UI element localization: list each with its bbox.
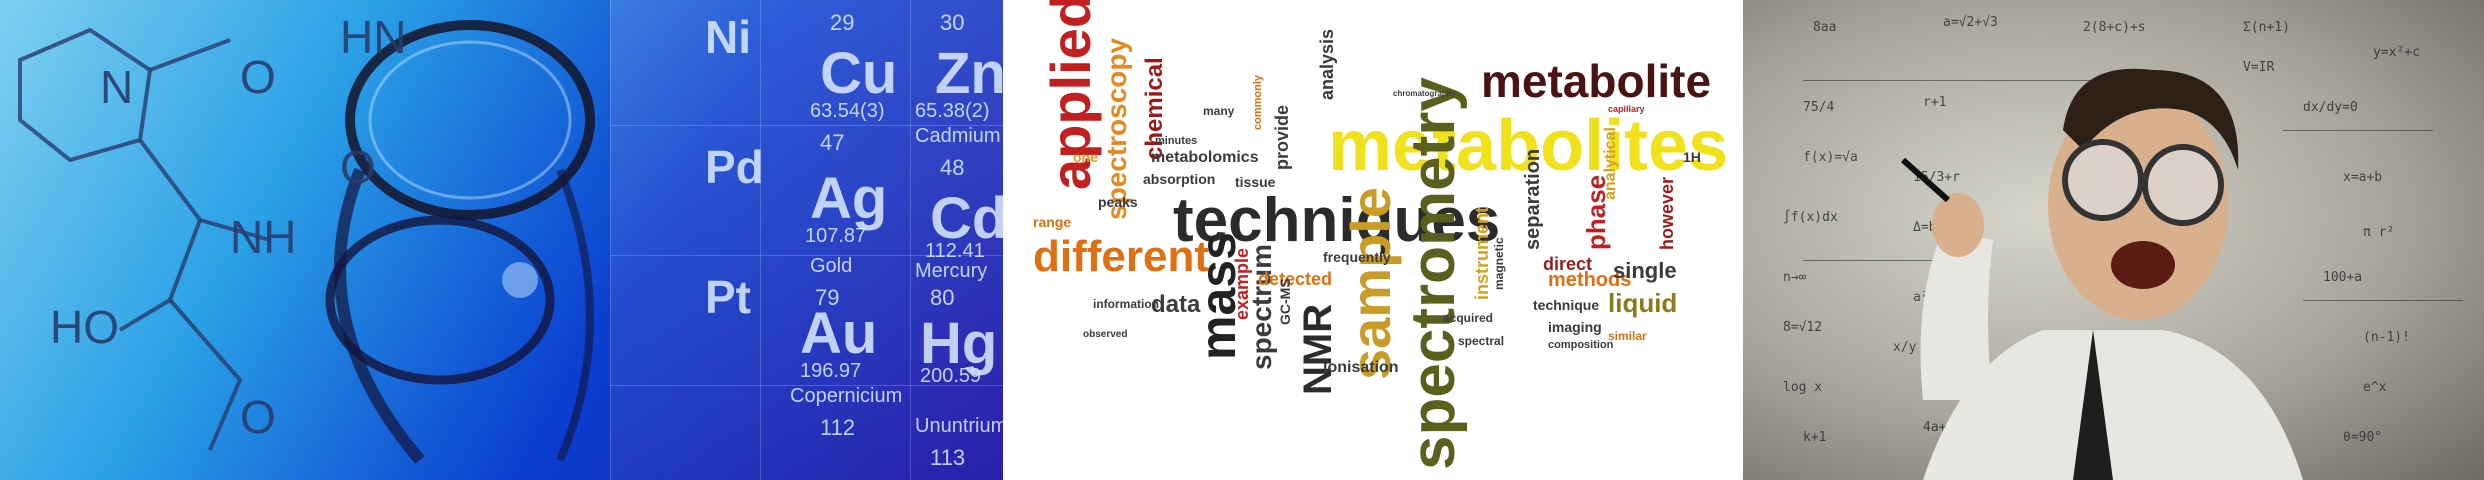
word: different — [1033, 232, 1209, 281]
equation: π r² — [2363, 225, 2395, 240]
equation: dx/dy=0 — [2303, 100, 2358, 115]
equation: V=IR — [2243, 60, 2275, 75]
element-tile-cd: Cadmium 48 Cd 112.41 — [915, 125, 1003, 262]
word: metabolite — [1481, 55, 1712, 107]
word: frequently — [1323, 249, 1391, 265]
word: provide — [1272, 104, 1292, 170]
word: example — [1232, 247, 1252, 320]
equation: r+1 — [1923, 95, 1947, 110]
word: instrument — [1472, 206, 1492, 300]
word: ionisation — [1323, 359, 1399, 376]
word: absorption — [1143, 171, 1216, 187]
word: range — [1033, 214, 1072, 230]
molecule-label: O — [240, 51, 276, 103]
scientist-panel: 8aa a=√2+√3 2(8+c)+s Σ(n+1) y=x²+c 75/4 … — [1743, 0, 2484, 480]
molecule-label: HO — [50, 301, 119, 353]
element-tile-au: Gold 79 Au 196.97 — [800, 255, 878, 382]
word: techniques — [1173, 186, 1501, 255]
lab-glassware-illustration — [18, 20, 595, 464]
scientist-figure — [1901, 68, 2303, 480]
word: technique — [1533, 297, 1600, 313]
word: single — [1613, 258, 1677, 283]
equation: n→∞ — [1783, 270, 1807, 285]
element-tile-ag: 47 Ag 107.87 — [805, 130, 888, 247]
element-label: Pt — [705, 271, 751, 323]
word: spectroscopy — [1101, 37, 1132, 220]
word: similar — [1608, 329, 1647, 343]
equation: 8aa — [1813, 20, 1837, 35]
word: separation — [1522, 148, 1544, 250]
equation: f(x)=√a — [1803, 150, 1858, 165]
word: imaging — [1548, 319, 1602, 335]
word: magnetic — [1492, 237, 1506, 290]
molecule-label: NH — [230, 211, 297, 263]
word-cloud-panel: metabolites techniques spectrometry samp… — [1003, 0, 1743, 480]
word: capillary — [1608, 104, 1645, 114]
molecule-label: HN — [340, 11, 407, 63]
molecule-label: N — [100, 61, 134, 113]
word: direct — [1543, 254, 1593, 274]
word: minutes — [1155, 135, 1198, 147]
molecule-label: O — [340, 141, 376, 193]
chemistry-panel: N O HN O NH HO O 29 Cu 63.54(3) 30 Zn 65… — [0, 0, 1003, 480]
word: one — [1073, 149, 1098, 165]
equation: e^x — [2363, 380, 2387, 395]
word: acquired — [1443, 311, 1494, 325]
word: NMR — [1296, 303, 1340, 395]
equation: 2(8+c)+s — [2083, 20, 2146, 35]
word: data — [1151, 291, 1201, 318]
word: GC-MS — [1277, 278, 1293, 325]
word: metabolites — [1328, 106, 1729, 186]
equation: y=x²+c — [2373, 45, 2420, 60]
molecule-label: O — [240, 391, 276, 443]
equation: (n-1)! — [2363, 330, 2410, 345]
element-tile-hg: Mercury 80 Hg 200.59 — [915, 260, 998, 387]
equation: ∫f(x)dx — [1783, 210, 1838, 225]
word: sample — [1339, 187, 1402, 380]
word: metabolomics — [1151, 149, 1259, 166]
word: information — [1093, 297, 1159, 311]
equation: k+1 — [1803, 430, 1827, 445]
word: liquid — [1608, 288, 1678, 318]
word: methods — [1548, 269, 1632, 291]
word: chromatography — [1393, 89, 1457, 98]
periodic-table-section: 29 Cu 63.54(3) 30 Zn 65.38(2) 47 Ag 107.… — [610, 0, 1003, 480]
word: 1H — [1683, 149, 1701, 165]
element-tile-cu: 29 Cu 63.54(3) — [810, 10, 898, 122]
element-tile-cn: Copernicium 112 — [790, 385, 903, 440]
word: spectrometry — [1399, 77, 1468, 470]
equation: θ=90° — [2343, 430, 2383, 445]
element-label: Ni — [705, 11, 751, 63]
word: observed — [1083, 329, 1128, 340]
word: commonly — [1252, 74, 1264, 130]
word: spectrum — [1246, 243, 1277, 370]
equation: x/y — [1893, 340, 1917, 355]
equation: 100+a — [2323, 270, 2363, 285]
element-tile-uut: Ununtrium 113 — [915, 415, 1003, 470]
equation: log x — [1783, 380, 1823, 395]
equation: a=√2+√3 — [1943, 15, 1998, 30]
word: peaks — [1098, 194, 1138, 210]
element-tile-zn: 30 Zn 65.38(2) — [915, 10, 1003, 122]
word: composition — [1548, 339, 1614, 351]
element-label: Pd — [705, 141, 764, 193]
word: spectral — [1458, 334, 1505, 348]
equation: x=a+b — [2343, 170, 2383, 185]
word: analytical — [1602, 127, 1619, 200]
equation: Σ(n+1) — [2243, 20, 2290, 35]
word: detected — [1258, 269, 1333, 289]
word: however — [1657, 176, 1677, 250]
word: analysis — [1317, 28, 1337, 100]
word: many — [1203, 104, 1235, 118]
equation: 8=√12 — [1783, 320, 1823, 335]
equation: 75/4 — [1803, 100, 1835, 115]
word-cloud: metabolites techniques spectrometry samp… — [1003, 0, 1743, 480]
word: tissue — [1235, 174, 1276, 190]
